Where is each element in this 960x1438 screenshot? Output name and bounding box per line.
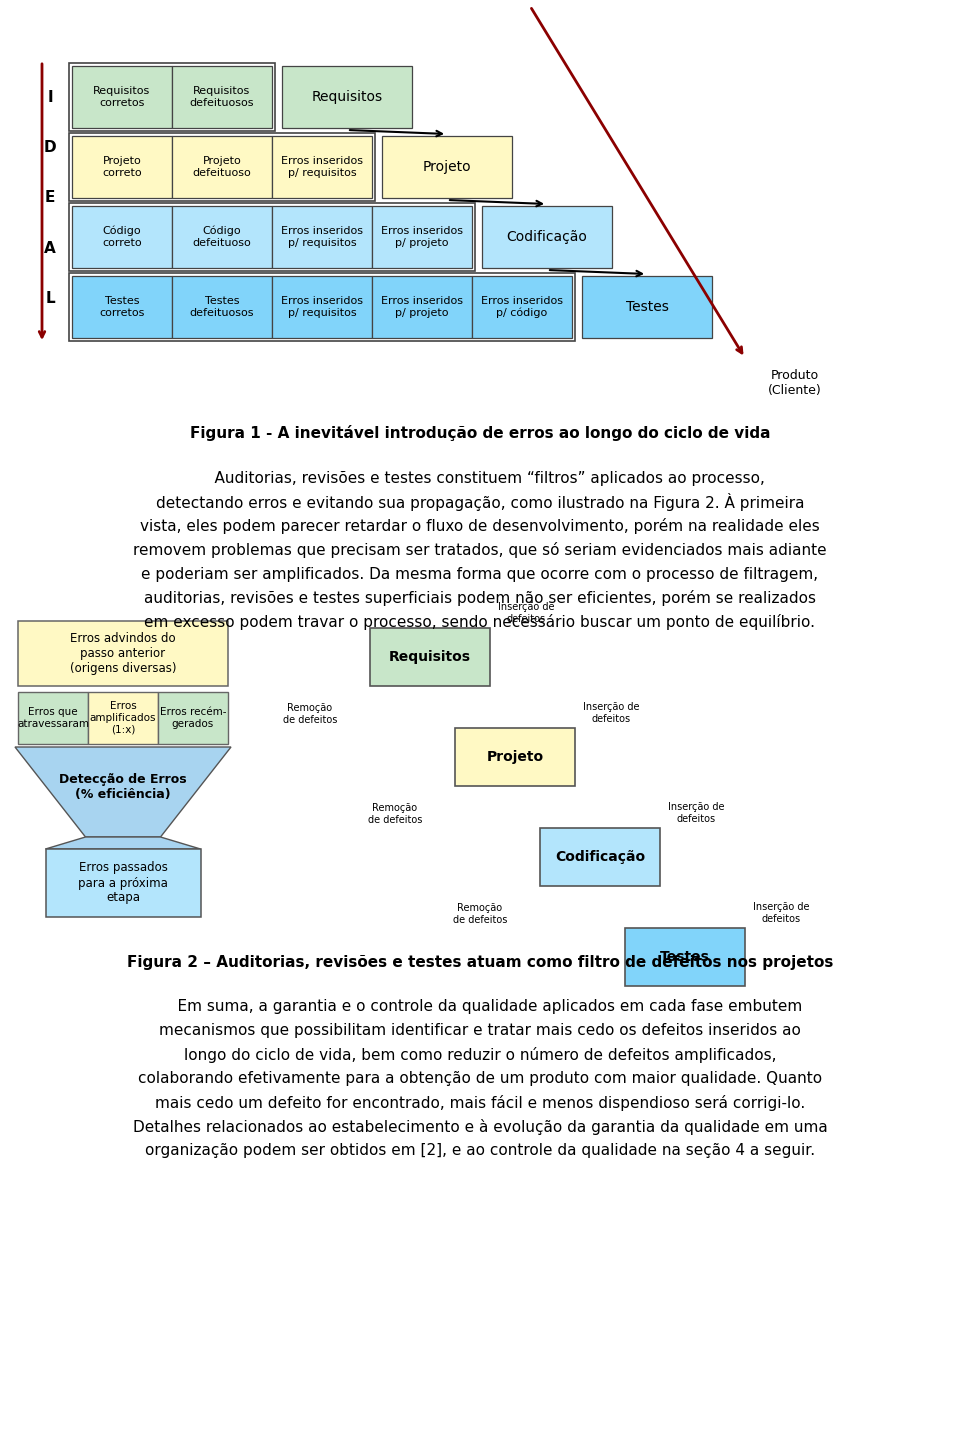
FancyBboxPatch shape — [370, 628, 490, 686]
FancyBboxPatch shape — [172, 276, 272, 338]
Text: colaborando efetivamente para a obtenção de um produto com maior qualidade. Quan: colaborando efetivamente para a obtenção… — [138, 1071, 822, 1087]
Text: Projeto
defeituoso: Projeto defeituoso — [193, 157, 252, 178]
Text: D: D — [44, 139, 57, 155]
Text: Auditorias, revisões e testes constituem “filtros” aplicados ao processo,: Auditorias, revisões e testes constituem… — [195, 470, 765, 486]
Text: Erros inseridos
p/ projeto: Erros inseridos p/ projeto — [381, 226, 463, 247]
Text: Erros que
atravessaram: Erros que atravessaram — [17, 707, 89, 729]
FancyBboxPatch shape — [72, 137, 172, 198]
Text: Remoção
de defeitos: Remoção de defeitos — [453, 903, 507, 925]
Text: Produto
(Cliente): Produto (Cliente) — [768, 370, 822, 397]
FancyBboxPatch shape — [372, 276, 472, 338]
Text: Erros inseridos
p/ projeto: Erros inseridos p/ projeto — [381, 296, 463, 318]
FancyBboxPatch shape — [482, 206, 612, 267]
FancyBboxPatch shape — [272, 276, 372, 338]
Text: Erros inseridos
p/ requisitos: Erros inseridos p/ requisitos — [281, 157, 363, 178]
FancyBboxPatch shape — [18, 621, 228, 686]
Text: Testes
corretos: Testes corretos — [99, 296, 145, 318]
Text: Testes
defeituosos: Testes defeituosos — [190, 296, 254, 318]
FancyBboxPatch shape — [72, 276, 172, 338]
Text: Inserção de
defeitos: Inserção de defeitos — [583, 702, 639, 723]
FancyBboxPatch shape — [582, 276, 712, 338]
Text: E: E — [45, 190, 55, 206]
Text: Codificação: Codificação — [507, 230, 588, 244]
FancyBboxPatch shape — [382, 137, 512, 198]
Text: Código
defeituoso: Código defeituoso — [193, 226, 252, 247]
Text: Inserção de
defeitos: Inserção de defeitos — [497, 603, 554, 624]
Text: Testes: Testes — [660, 951, 710, 963]
Text: Testes: Testes — [626, 301, 668, 313]
Text: Projeto
correto: Projeto correto — [102, 157, 142, 178]
Text: Projeto: Projeto — [422, 160, 471, 174]
Text: Inserção de
defeitos: Inserção de defeitos — [668, 802, 724, 824]
FancyBboxPatch shape — [272, 137, 372, 198]
Text: Detalhes relacionados ao estabelecimento e à evolução da garantia da qualidade e: Detalhes relacionados ao estabelecimento… — [132, 1119, 828, 1135]
Text: Erros
amplificados
(1:x): Erros amplificados (1:x) — [89, 702, 156, 735]
Text: Erros passados
para a próxima
etapa: Erros passados para a próxima etapa — [78, 861, 168, 905]
Text: Código
correto: Código correto — [102, 226, 142, 247]
FancyBboxPatch shape — [72, 66, 172, 128]
FancyBboxPatch shape — [158, 692, 228, 743]
FancyBboxPatch shape — [472, 276, 572, 338]
Text: Erros inseridos
p/ código: Erros inseridos p/ código — [481, 296, 563, 318]
Text: vista, eles podem parecer retardar o fluxo de desenvolvimento, porém na realidad: vista, eles podem parecer retardar o flu… — [140, 518, 820, 533]
Text: mecanismos que possibilitam identificar e tratar mais cedo os defeitos inseridos: mecanismos que possibilitam identificar … — [159, 1024, 801, 1038]
Polygon shape — [45, 837, 201, 848]
Text: Requisitos
corretos: Requisitos corretos — [93, 86, 151, 108]
FancyBboxPatch shape — [45, 848, 201, 917]
FancyBboxPatch shape — [272, 206, 372, 267]
Text: A: A — [44, 240, 56, 256]
FancyBboxPatch shape — [455, 728, 575, 787]
Text: Requisitos
defeituosos: Requisitos defeituosos — [190, 86, 254, 108]
Text: Figura 1 - A inevitável introdução de erros ao longo do ciclo de vida: Figura 1 - A inevitável introdução de er… — [190, 426, 770, 441]
Text: organização podem ser obtidos em [2], e ao controle da qualidade na seção 4 a se: organização podem ser obtidos em [2], e … — [145, 1143, 815, 1159]
Text: auditorias, revisões e testes superficiais podem não ser eficientes, porém se re: auditorias, revisões e testes superficia… — [144, 590, 816, 605]
Text: Figura 2 – Auditorias, revisões e testes atuam como filtro de defeitos nos proje: Figura 2 – Auditorias, revisões e testes… — [127, 955, 833, 969]
Text: Requisitos: Requisitos — [311, 91, 383, 104]
Text: mais cedo um defeito for encontrado, mais fácil e menos dispendioso será corrigi: mais cedo um defeito for encontrado, mai… — [155, 1094, 805, 1112]
Text: Em suma, a garantia e o controle da qualidade aplicados em cada fase embutem: Em suma, a garantia e o controle da qual… — [157, 999, 803, 1014]
Text: Remoção
de defeitos: Remoção de defeitos — [283, 703, 337, 725]
Text: Projeto: Projeto — [487, 751, 543, 764]
FancyBboxPatch shape — [282, 66, 412, 128]
FancyBboxPatch shape — [625, 928, 745, 986]
Text: Erros inseridos
p/ requisitos: Erros inseridos p/ requisitos — [281, 226, 363, 247]
FancyBboxPatch shape — [172, 206, 272, 267]
Text: removem problemas que precisam ser tratados, que só seriam evidenciados mais adi: removem problemas que precisam ser trata… — [133, 542, 827, 558]
Text: e poderiam ser amplificados. Da mesma forma que ocorre com o processo de filtrag: e poderiam ser amplificados. Da mesma fo… — [141, 567, 819, 581]
FancyBboxPatch shape — [372, 206, 472, 267]
Text: Codificação: Codificação — [555, 850, 645, 864]
FancyBboxPatch shape — [172, 137, 272, 198]
FancyBboxPatch shape — [18, 692, 88, 743]
Text: Erros inseridos
p/ requisitos: Erros inseridos p/ requisitos — [281, 296, 363, 318]
FancyBboxPatch shape — [172, 66, 272, 128]
Text: Detecção de Erros
(% eficiência): Detecção de Erros (% eficiência) — [60, 774, 187, 801]
Text: Remoção
de defeitos: Remoção de defeitos — [368, 804, 422, 825]
FancyBboxPatch shape — [88, 692, 158, 743]
Text: em excesso podem travar o processo, sendo necessário buscar um ponto de equilíbr: em excesso podem travar o processo, send… — [145, 614, 815, 630]
Text: L: L — [45, 290, 55, 306]
Text: Erros advindos do
passo anterior
(origens diversas): Erros advindos do passo anterior (origen… — [70, 631, 177, 674]
Text: Inserção de
defeitos: Inserção de defeitos — [753, 902, 809, 923]
Text: detectando erros e evitando sua propagação, como ilustrado na Figura 2. À primei: detectando erros e evitando sua propagaç… — [156, 493, 804, 510]
Text: Requisitos: Requisitos — [389, 650, 471, 664]
Text: I: I — [47, 89, 53, 105]
Text: Erros recém-
gerados: Erros recém- gerados — [159, 707, 227, 729]
Polygon shape — [15, 746, 231, 837]
FancyBboxPatch shape — [540, 828, 660, 886]
FancyBboxPatch shape — [72, 206, 172, 267]
Text: longo do ciclo de vida, bem como reduzir o número de defeitos amplificados,: longo do ciclo de vida, bem como reduzir… — [183, 1047, 777, 1063]
